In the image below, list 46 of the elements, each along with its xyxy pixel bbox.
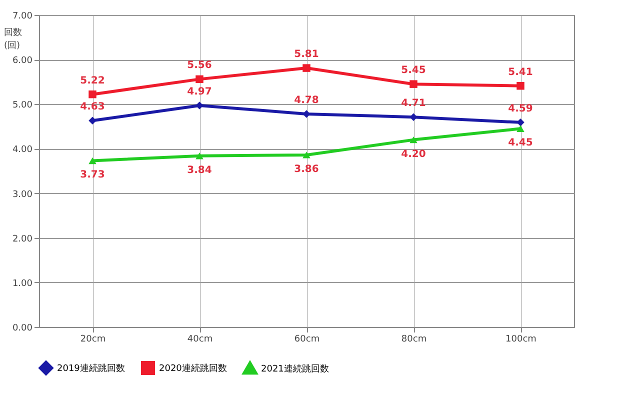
y-tick-label: 5.00	[12, 100, 33, 111]
data-label: 3.86	[294, 164, 319, 175]
y-tick-label: 0.00	[12, 324, 33, 334]
point	[88, 157, 96, 164]
data-label: 4.63	[80, 102, 105, 113]
data-label: 5.45	[401, 65, 426, 76]
data-label: 4.71	[401, 98, 426, 110]
point	[516, 82, 524, 90]
x-tick-label: 40cm	[187, 334, 213, 344]
y-axis-title: 回数(回)	[4, 26, 38, 52]
data-label: 4.59	[508, 103, 533, 114]
y-tick-label: 7.00	[12, 12, 33, 22]
data-label: 4.97	[187, 86, 212, 98]
data-label: 5.56	[187, 60, 212, 72]
data-label: 5.81	[294, 49, 319, 60]
y-tick-label: 3.00	[12, 190, 33, 200]
legend-label: 2019連続跳回数	[57, 363, 125, 374]
x-tick-label: 80cm	[401, 334, 427, 344]
y-tick-label: 1.00	[12, 278, 33, 289]
point	[196, 152, 204, 160]
point	[196, 75, 204, 84]
point	[410, 136, 418, 144]
data-label: 4.45	[508, 138, 533, 149]
data-label: 4.20	[401, 148, 426, 160]
point	[88, 116, 96, 125]
data-label: 4.78	[294, 94, 319, 106]
data-label: 3.73	[80, 170, 105, 181]
legend-label: 2020連続跳回数	[159, 363, 227, 374]
point	[88, 90, 96, 98]
x-tick-label: 100cm	[506, 334, 536, 344]
data-label: 5.22	[80, 75, 105, 86]
y-tick-label: 4.00	[12, 145, 33, 156]
y-tick-label: 6.00	[12, 56, 33, 66]
data-label: 5.41	[508, 66, 533, 78]
legend-label: 2021連続跳回数	[261, 363, 329, 374]
point	[516, 125, 524, 132]
point	[302, 152, 310, 158]
point	[302, 64, 310, 72]
y-tick-label: 2.00	[12, 234, 33, 244]
x-tick-label: 60cm	[294, 334, 320, 344]
data-label: 3.84	[187, 164, 212, 176]
x-tick-label: 20cm	[80, 334, 106, 344]
point	[302, 110, 310, 118]
point	[516, 118, 524, 126]
point	[196, 102, 204, 110]
point	[410, 80, 418, 88]
